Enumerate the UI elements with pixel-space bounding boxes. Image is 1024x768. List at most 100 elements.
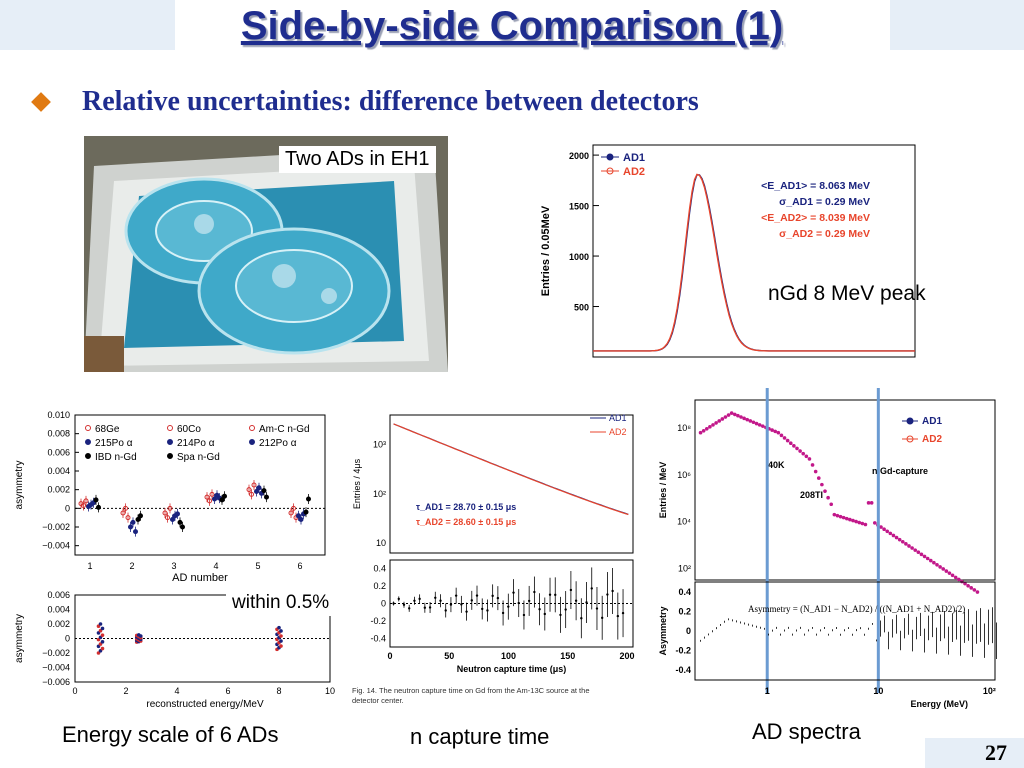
spectrum-point (941, 567, 946, 571)
asymmetry-formula: Asymmetry = (N_AD1 − N_AD2) / ((N_AD1 + … (748, 604, 965, 614)
ratio-point (454, 594, 458, 597)
spectrum-point (804, 454, 809, 459)
data-point (123, 505, 128, 511)
top-panel-frame (74, 414, 326, 556)
legend-entry: AD2 (922, 434, 942, 445)
ratio-point (554, 593, 557, 597)
decay-curve-ad1 (393, 423, 629, 515)
data-point (264, 494, 269, 500)
ratio-point (470, 599, 473, 602)
spectrum-point (928, 558, 933, 563)
spectrum-point (732, 412, 737, 417)
data-point (251, 482, 257, 488)
ratio-point (595, 607, 599, 610)
legend-marker-ad2 (606, 167, 614, 175)
legend-entry: 212Po α (259, 438, 297, 449)
spectrum-point (956, 577, 961, 582)
spectrum-point (907, 544, 911, 548)
spectrum-point (885, 529, 890, 534)
x-tick-label: 6 (225, 686, 230, 696)
y-tick-label: 10⁶ (677, 470, 691, 480)
decay-curve-ad2 (393, 423, 629, 516)
legend-entry: Spa n-Gd (177, 452, 220, 463)
data-point (136, 633, 141, 637)
data-point (296, 513, 301, 519)
data-point (204, 494, 210, 500)
ratio-point (559, 613, 562, 617)
data-point (133, 529, 138, 535)
ratio-point (423, 606, 427, 609)
data-point (100, 626, 105, 631)
ratio-point (418, 597, 421, 601)
spectrum-point (704, 427, 709, 431)
data-point (246, 487, 252, 493)
ratio-point (522, 613, 526, 617)
y-axis-label: asymmetry (14, 461, 25, 510)
data-point (98, 622, 103, 626)
plot-frame (592, 144, 916, 358)
spectrum-point (748, 419, 753, 423)
data-point (279, 634, 283, 638)
spectrum-point (745, 417, 750, 422)
figure-caption-line2: detector center. (352, 696, 404, 705)
ratio-point (507, 605, 510, 608)
spectrum-point (751, 420, 756, 425)
spectrum-point (860, 521, 865, 526)
legend-entry: 215Po α (95, 438, 133, 449)
x-tick-label: 10 (325, 686, 335, 696)
x-tick-label: 6 (297, 561, 302, 571)
ratio-point (590, 587, 593, 590)
legend-entry: Am-C n-Gd (259, 424, 310, 435)
legend-entry: AD1 (609, 413, 627, 423)
peak-annotation: 208Tl (800, 490, 823, 500)
ratio-point (392, 602, 395, 605)
spectrum-point (823, 489, 827, 493)
data-point (261, 488, 267, 494)
annotation-3: σ_AD2 = 0.29 MeV (779, 228, 870, 240)
legend-entry: 214Po α (177, 438, 215, 449)
y-tick-label: 500 (574, 303, 589, 313)
ratio-point (616, 614, 620, 618)
data-point (180, 524, 185, 530)
y-tick-label: 0 (686, 626, 691, 636)
ngd-peak-label: nGd 8 MeV peak (768, 282, 926, 305)
spectrum-point (894, 535, 899, 540)
spectrum-point (935, 562, 939, 567)
x-axis-label: AD number (172, 572, 228, 584)
spectrum-point (904, 542, 908, 546)
ratio-point (621, 611, 625, 615)
capture-time-caption: n capture time (410, 724, 550, 749)
y-tick-label: 0.002 (47, 485, 70, 495)
y-tick-label: 10 (376, 538, 386, 548)
y-tick-label: 0.010 (47, 410, 70, 420)
y-tick-label: -0.2 (675, 646, 691, 656)
spectrum-point (838, 514, 843, 519)
peak-annotation: n Gd-capture (872, 466, 928, 476)
y-tick-label: −0.002 (42, 648, 70, 658)
page-number: 27 (985, 740, 1007, 765)
legend-entry: AD2 (609, 427, 627, 437)
spectrum-point (792, 444, 796, 448)
ratio-point (486, 609, 489, 612)
spectrum-point (972, 588, 977, 592)
within-label: within 0.5% (226, 590, 336, 616)
ratio-point (413, 599, 416, 602)
y-tick-label: 0 (381, 599, 386, 609)
spectrum-point (932, 560, 936, 565)
y-tick-label: 0 (65, 503, 70, 513)
y-tick-label: 0.2 (678, 606, 691, 616)
corner-decoration-bottom (925, 738, 1024, 768)
y-tick-label: 0.006 (47, 590, 70, 600)
data-point (256, 485, 262, 491)
y-tick-label: −0.004 (42, 541, 70, 551)
ratio-point (580, 617, 583, 620)
y-tick-label: 0.002 (47, 619, 70, 629)
spectrum-point (900, 539, 905, 544)
ratio-point (434, 596, 437, 599)
corner-decoration-right (890, 0, 1024, 50)
ratio-point (465, 610, 468, 613)
spectrum-point (953, 575, 958, 580)
ratio-point (444, 609, 447, 612)
legend-marker (85, 425, 91, 431)
ratio-point (564, 608, 567, 611)
